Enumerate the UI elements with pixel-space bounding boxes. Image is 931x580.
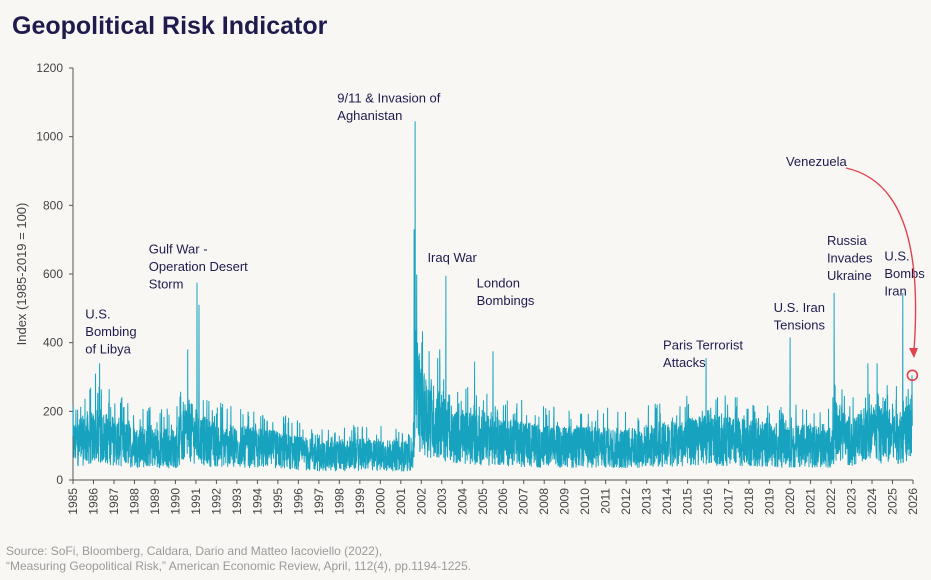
source-note: Source: SoFi, Bloomberg, Caldara, Dario … <box>6 544 471 574</box>
x-tick-label: 2012 <box>619 488 633 515</box>
chart-canvas: 0 200 400 600 800 1000 1200 Index (1985-2019 = … <box>14 61 925 515</box>
annotation-line: Russia <box>827 233 868 248</box>
annotation-label: Iraq War <box>427 250 477 265</box>
x-tick-label: 1991 <box>189 488 203 515</box>
annotations: U.S. Bombing of Libya Gulf War - Operation D… <box>85 90 925 382</box>
x-tick-label: 1993 <box>230 488 244 515</box>
annotation-label: Paris Terrorist Attacks <box>663 338 743 371</box>
x-tick-label: 2013 <box>640 488 654 515</box>
annotation-line: 9/11 & Invasion of <box>337 90 440 105</box>
x-tick-label: 2025 <box>886 488 900 515</box>
x-tick-label: 1988 <box>127 488 141 515</box>
annotation-line: U.S. <box>85 307 110 322</box>
venezuela-arrow <box>845 167 917 351</box>
x-tick-label: 2021 <box>804 488 818 515</box>
annotation-label: Gulf War - Operation Desert Storm <box>149 241 248 291</box>
annotation-label: U.S. Bombs Iran <box>884 248 925 298</box>
annotation-label: Russia Invades Ukraine <box>827 233 873 283</box>
x-tick-label: 1989 <box>148 488 162 515</box>
annotation-line: Gulf War - <box>149 241 208 256</box>
x-tick-label: 1992 <box>209 488 223 515</box>
annotation-line: Attacks <box>663 355 706 370</box>
x-tick-label: 2004 <box>455 488 469 515</box>
x-tick-label: 2026 <box>906 488 920 515</box>
x-tick-label: 1987 <box>107 488 121 515</box>
latest-highlight-circle <box>906 369 919 382</box>
annotation-label: U.S. Bombing of Libya <box>85 307 136 357</box>
annotation-line: London <box>477 276 520 291</box>
annotation-line: Storm <box>149 276 184 291</box>
x-tick-label: 2024 <box>865 488 879 515</box>
annotation-line: Aghanistan <box>337 108 402 123</box>
axes: 0 200 400 600 800 1000 1200 Index (1985-2019 = … <box>14 61 920 515</box>
x-tick-label: 1997 <box>312 488 326 515</box>
y-tick-label: 0 <box>56 473 63 487</box>
annotation-line: Bombs <box>884 266 925 281</box>
x-tick-label: 2001 <box>394 488 408 515</box>
annotation-line: Paris Terrorist <box>663 338 743 353</box>
annotation-line: Bombings <box>477 293 535 308</box>
x-tick-label: 2016 <box>701 488 715 515</box>
x-tick-label: 2023 <box>845 488 859 515</box>
annotation-line: of Libya <box>85 342 131 357</box>
x-tick-label: 2020 <box>783 488 797 515</box>
x-tick-label: 2019 <box>763 488 777 515</box>
annotation-label: London Bombings <box>477 276 535 309</box>
x-tick-label: 2010 <box>578 488 592 515</box>
x-tick-label: 2009 <box>558 488 572 515</box>
y-tick-label: 1000 <box>36 130 63 144</box>
chart-title: Geopolitical Risk Indicator <box>12 12 328 40</box>
source-line-2: “Measuring Geopolitical Risk,” American … <box>6 559 472 573</box>
annotation-line: Ukraine <box>827 268 872 283</box>
venezuela-arrowhead <box>909 348 918 358</box>
annotation-line: Tensions <box>774 317 826 332</box>
x-tick-label: 2003 <box>435 488 449 515</box>
x-tick-label: 1990 <box>168 488 182 515</box>
x-tick-label: 1985 <box>66 488 80 515</box>
x-tick-label: 1996 <box>291 488 305 515</box>
annotation-label: 9/11 & Invasion of Aghanistan <box>337 90 440 123</box>
x-tick-label: 2017 <box>722 488 736 515</box>
series-line <box>72 121 913 472</box>
annotation-line: Iran <box>884 283 906 298</box>
annotation-line: U.S. Iran <box>774 300 825 315</box>
x-tick-label: 2007 <box>517 488 531 515</box>
x-tick-label: 2022 <box>824 488 838 515</box>
x-tick-label: 1986 <box>86 488 100 515</box>
x-tick-label: 1995 <box>271 488 285 515</box>
x-tick-label: 2005 <box>476 488 490 515</box>
annotation-line: Iraq War <box>427 250 477 265</box>
annotation-line: Operation Desert <box>149 259 248 274</box>
x-tick-label: 2006 <box>496 488 510 515</box>
y-axis-label: Index (1985-2019 = 100) <box>14 203 29 346</box>
y-tick-label: 1200 <box>36 61 63 75</box>
x-tick-label: 2015 <box>681 488 695 515</box>
x-tick-label: 2014 <box>660 488 674 515</box>
y-tick-label: 200 <box>43 404 63 418</box>
x-tick-label: 2018 <box>742 488 756 515</box>
annotation-line: U.S. <box>884 248 909 263</box>
annotation-line: Bombing <box>85 324 136 339</box>
x-tick-label: 1994 <box>250 488 264 515</box>
x-tick-label: 2011 <box>599 488 613 514</box>
source-line-1: Source: SoFi, Bloomberg, Caldara, Dario … <box>6 544 383 558</box>
x-tick-label: 2000 <box>373 488 387 515</box>
x-tick-label: 1998 <box>332 488 346 515</box>
annotation-label: Venezuela <box>786 154 847 169</box>
annotation-label: U.S. Iran Tensions <box>774 300 826 333</box>
x-tick-label: 1999 <box>353 488 367 515</box>
y-tick-label: 400 <box>43 336 63 350</box>
x-tick-label: 2002 <box>414 488 428 515</box>
x-tick-label: 2008 <box>537 488 551 515</box>
y-tick-label: 800 <box>43 198 63 212</box>
annotation-line: Venezuela <box>786 154 847 169</box>
annotation-line: Invades <box>827 250 873 265</box>
y-tick-label: 600 <box>43 267 63 281</box>
